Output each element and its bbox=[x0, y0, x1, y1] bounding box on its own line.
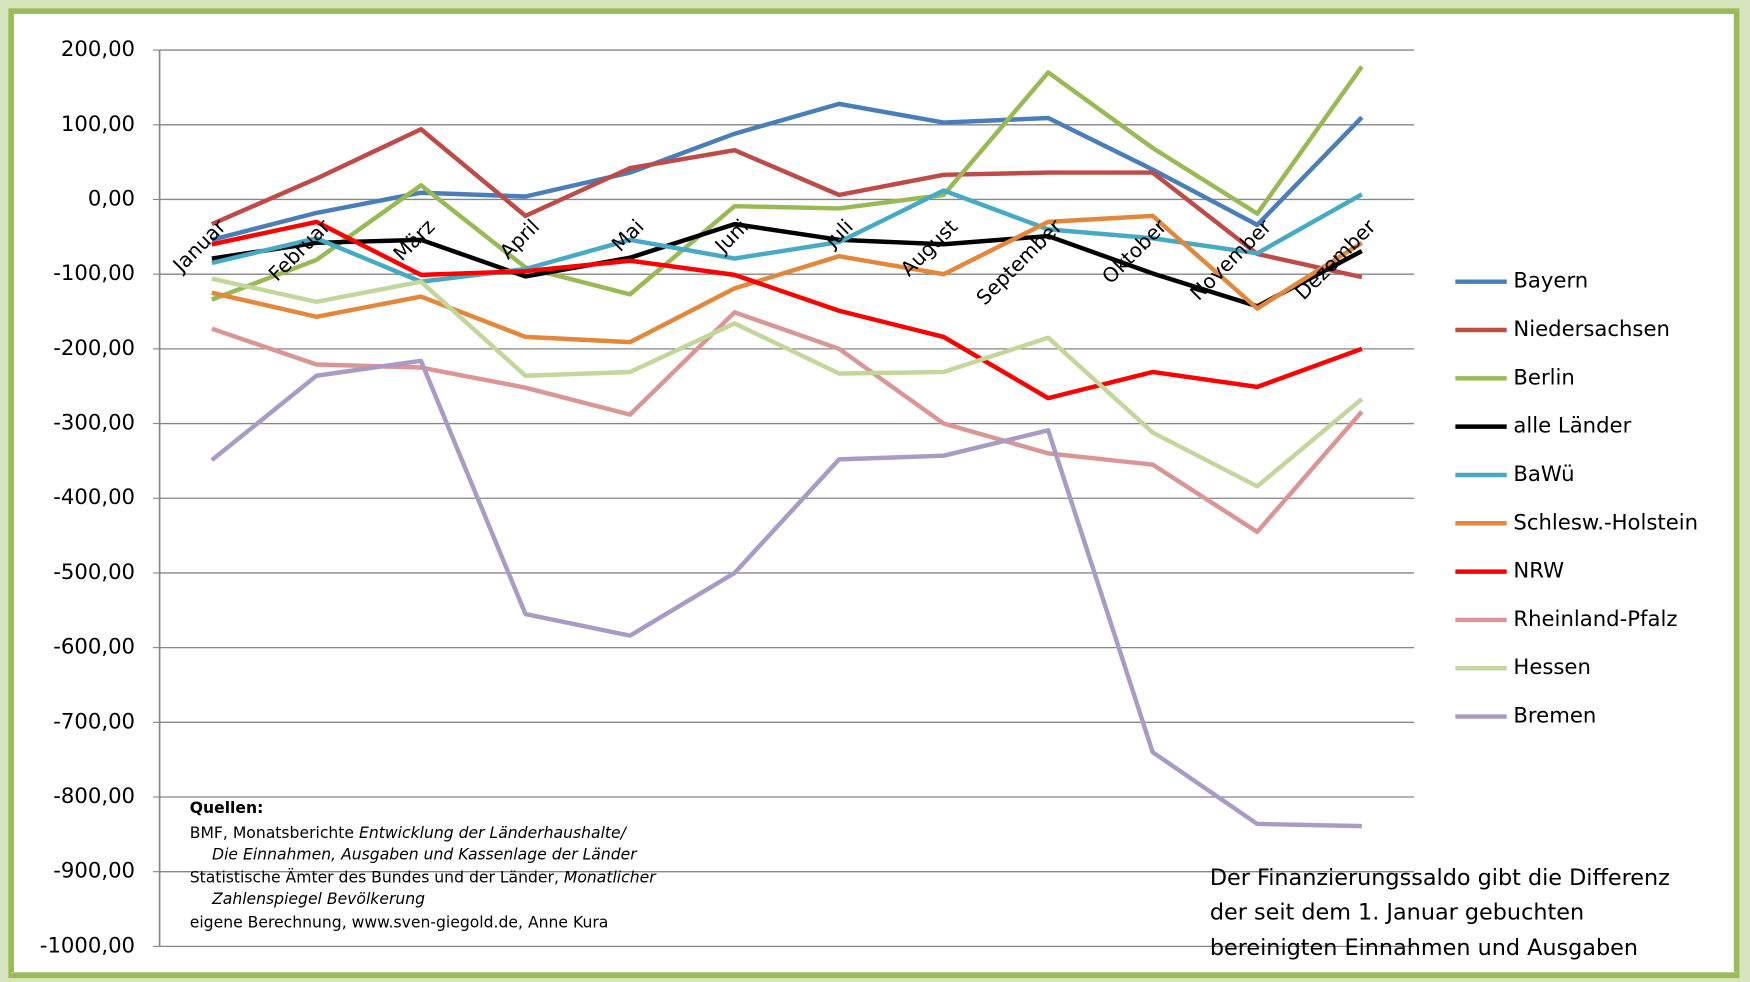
legend-label: Bremen bbox=[1513, 703, 1596, 728]
legend-label: Niedersachsen bbox=[1513, 316, 1670, 341]
source-text: BMF, Monatsberichte bbox=[190, 823, 359, 841]
sources-heading: Quellen: bbox=[190, 799, 264, 817]
series-line bbox=[210, 127, 1363, 280]
series-line bbox=[211, 65, 1364, 302]
y-tick-label: -1000,00 bbox=[40, 932, 135, 957]
source-line: Zahlenspiegel Bevölkerung bbox=[211, 890, 425, 908]
frame bbox=[8, 8, 1740, 979]
y-tick-label: -300,00 bbox=[53, 410, 135, 435]
source-line: eigene Berechnung, www.sven-giegold.de, … bbox=[190, 914, 609, 932]
y-tick-label: -700,00 bbox=[53, 708, 135, 733]
series-line bbox=[211, 310, 1364, 535]
y-tick-label: -400,00 bbox=[53, 484, 135, 509]
series-line bbox=[211, 276, 1364, 489]
note: bereinigten Einnahmen und Ausgaben bbox=[1210, 935, 1638, 961]
y-tick-label: 200,00 bbox=[61, 36, 135, 61]
series-line bbox=[211, 188, 1363, 284]
source-line: Statistische Ämter des Bundes und der Lä… bbox=[190, 867, 658, 886]
source-text: Entwicklung der Länderhaushalte/ bbox=[359, 823, 628, 841]
y-tick-label: 100,00 bbox=[61, 111, 135, 136]
y-tick-label: -600,00 bbox=[53, 634, 135, 659]
legend-label: Bayern bbox=[1513, 268, 1588, 293]
legend-label: BaWü bbox=[1513, 461, 1574, 486]
source-line: Die Einnahmen, Ausgaben und Kassenlage d… bbox=[212, 846, 638, 864]
source-line: BMF, Monatsberichte Entwicklung der Länd… bbox=[190, 823, 628, 841]
legend-label: Hessen bbox=[1513, 654, 1590, 679]
note: der seit dem 1. Januar gebuchten bbox=[1210, 899, 1584, 925]
legend-label: Rheinland-Pfalz bbox=[1513, 606, 1677, 631]
y-tick-label: -500,00 bbox=[53, 559, 135, 584]
series-line bbox=[211, 213, 1364, 345]
series-line bbox=[211, 221, 1363, 309]
legend-label: alle Länder bbox=[1513, 413, 1631, 438]
source-text: Statistische Ämter des Bundes und der Lä… bbox=[190, 867, 564, 886]
y-tick-label: 0,00 bbox=[88, 185, 135, 210]
legend-label: Schlesw.-Holstein bbox=[1513, 509, 1698, 534]
y-tick-label: -200,00 bbox=[53, 335, 135, 360]
note: Der Finanzierungssaldo gibt die Differen… bbox=[1210, 865, 1670, 891]
legend-label: NRW bbox=[1513, 558, 1564, 583]
y-tick-label: -900,00 bbox=[53, 858, 135, 883]
source-text: Monatlicher bbox=[564, 868, 657, 886]
y-tick-label: -100,00 bbox=[53, 260, 135, 285]
legend-label: Berlin bbox=[1513, 364, 1574, 389]
series-line bbox=[211, 219, 1363, 401]
series-line bbox=[210, 358, 1362, 829]
y-tick-label: -800,00 bbox=[53, 783, 135, 808]
